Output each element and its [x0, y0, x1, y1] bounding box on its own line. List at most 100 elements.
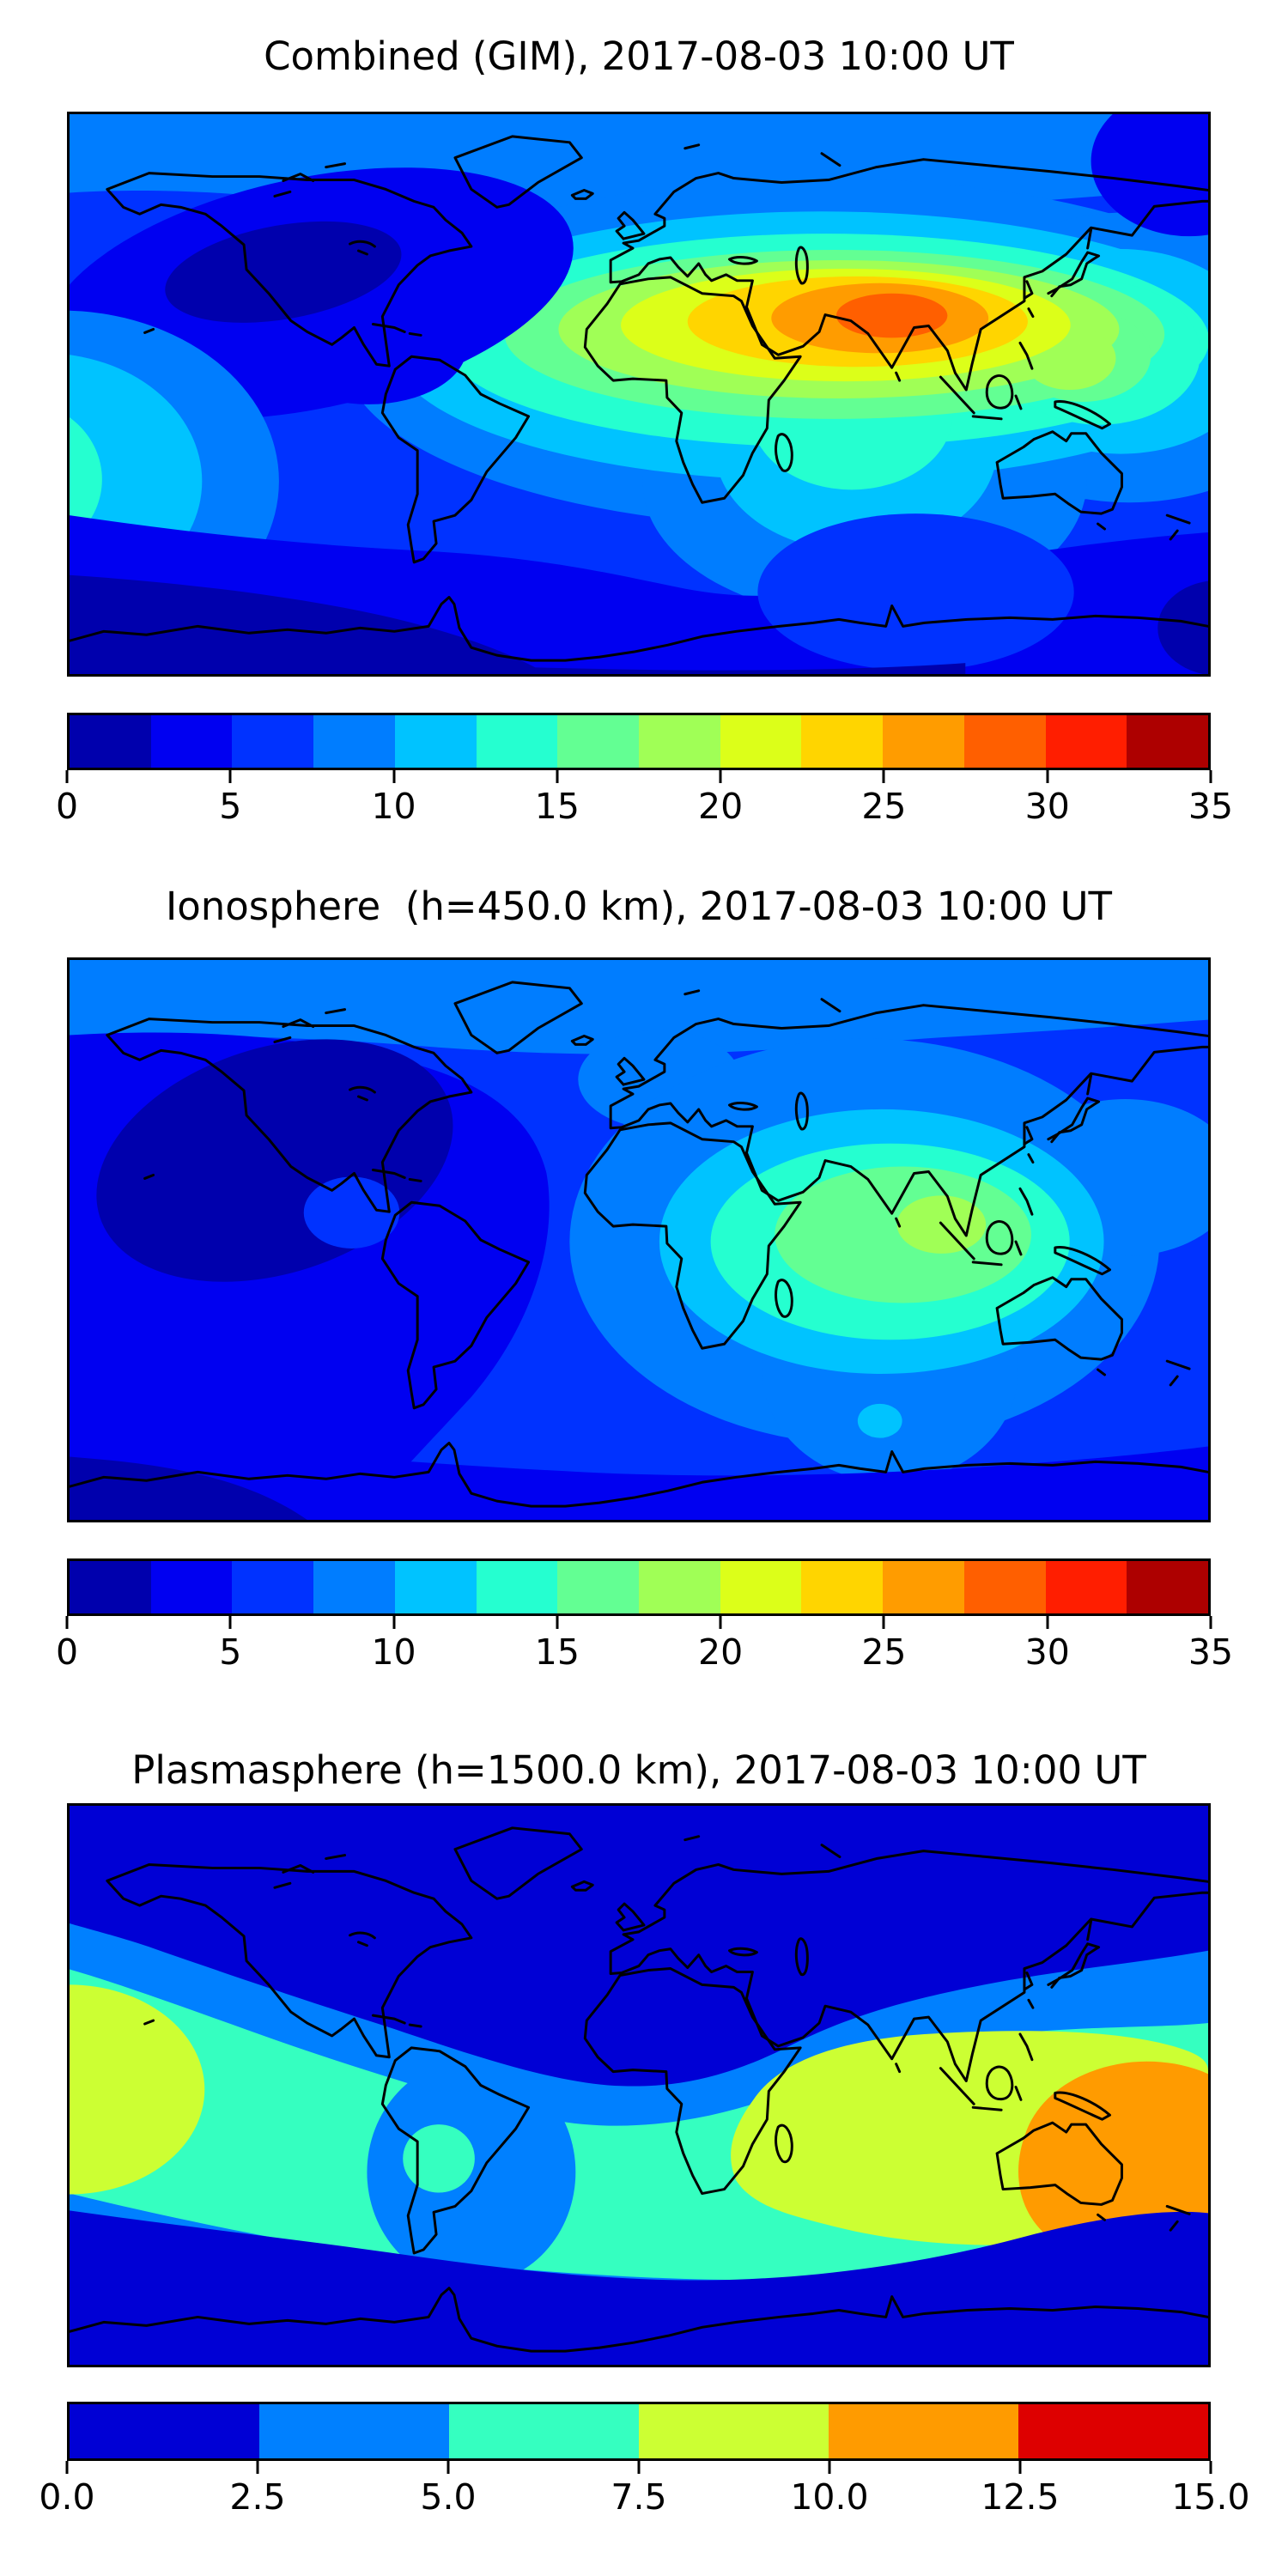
colorbar-segment	[557, 1561, 640, 1613]
colorbar-segment	[449, 2404, 639, 2458]
panel3-map	[67, 1803, 1211, 2367]
colorbar-tick-label: 15.0	[1171, 2476, 1250, 2518]
panel1-map	[67, 112, 1211, 677]
colorbar-segment	[232, 715, 314, 768]
panel1-colorbar-ticks: 0 5 10 15 20 25 30 35	[56, 770, 1233, 830]
colorbar-tick-label: 35	[1188, 786, 1234, 827]
colorbar-tick-label: 20	[698, 786, 744, 827]
panel2-title: Ionosphere (h=450.0 km), 2017-08-03 10:0…	[165, 884, 1113, 929]
colorbar-tick-label: 5.0	[420, 2476, 477, 2518]
colorbar-tick	[828, 2461, 831, 2474]
colorbar-segment	[1045, 715, 1127, 768]
panel2-map	[67, 957, 1211, 1522]
colorbar-tick	[882, 1616, 885, 1629]
colorbar-tick	[556, 1616, 559, 1629]
panel3-colorbar	[67, 2402, 1211, 2461]
colorbar-tick	[392, 1616, 396, 1629]
colorbar-tick	[65, 2461, 69, 2474]
colorbar-tick	[65, 770, 69, 783]
colorbar-tick-label: 15	[534, 786, 580, 827]
colorbar-segment	[70, 715, 151, 768]
colorbar-segment	[883, 1561, 964, 1613]
colorbar-tick-label: 35	[1188, 1631, 1234, 1673]
colorbar-tick-label: 12.5	[981, 2476, 1060, 2518]
colorbar-tick	[1209, 770, 1212, 783]
colorbar-tick-label: 0	[55, 786, 79, 827]
colorbar-tick-label: 20	[698, 1631, 744, 1673]
colorbar-segment	[1127, 715, 1208, 768]
colorbar-segment	[639, 715, 720, 768]
colorbar-tick-label: 15	[534, 1631, 580, 1673]
colorbar-segment	[1018, 2404, 1208, 2458]
panel2-colorbar	[67, 1558, 1211, 1616]
colorbar-tick	[882, 770, 885, 783]
colorbar-tick	[1209, 2461, 1212, 2474]
colorbar-segment	[883, 715, 964, 768]
colorbar-tick	[392, 770, 396, 783]
colorbar-tick	[228, 1616, 232, 1629]
panel3-colorbar-ticks: 0.0 2.5 5.0 7.5 10.0 12.5 15.0	[39, 2461, 1250, 2521]
colorbar-segment	[963, 1561, 1046, 1613]
colorbar-segment	[720, 715, 802, 768]
colorbar-tick-label: 7.5	[611, 2476, 667, 2518]
colorbar-segment	[720, 1561, 802, 1613]
panel3-contour-plot	[70, 1806, 1208, 2365]
colorbar-tick-label: 10.0	[790, 2476, 869, 2518]
colorbar-tick-label: 2.5	[229, 2476, 286, 2518]
panel1-title: Combined (GIM), 2017-08-03 10:00 UT	[264, 33, 1014, 79]
panel3-contour-bands	[70, 1806, 1208, 2365]
panel2-contour-bands	[70, 960, 1208, 1520]
colorbar-segment	[476, 1561, 558, 1613]
colorbar-segment	[313, 1561, 395, 1613]
colorbar-tick-label: 5	[219, 1631, 242, 1673]
colorbar-tick-label: 30	[1024, 786, 1070, 827]
colorbar-tick-label: 0	[55, 1631, 79, 1673]
panel1-contour-plot	[70, 114, 1208, 674]
colorbar-segment	[557, 715, 640, 768]
colorbar-segment	[963, 715, 1046, 768]
colorbar-tick	[719, 770, 722, 783]
colorbar-tick-label: 5	[219, 786, 242, 827]
colorbar-tick-label: 25	[861, 786, 907, 827]
colorbar-segment	[1127, 1561, 1208, 1613]
colorbar-tick	[1018, 2461, 1022, 2474]
colorbar-segment	[801, 1561, 884, 1613]
panel3-title: Plasmasphere (h=1500.0 km), 2017-08-03 1…	[131, 1747, 1146, 1793]
colorbar-tick-label: 25	[861, 1631, 907, 1673]
panel2-colorbar-ticks: 0 5 10 15 20 25 30 35	[56, 1616, 1233, 1676]
colorbar-tick	[1209, 1616, 1212, 1629]
colorbar-tick	[256, 2461, 259, 2474]
colorbar-segment	[394, 1561, 477, 1613]
colorbar-segment	[232, 1561, 314, 1613]
panel1-colorbar	[67, 713, 1211, 770]
colorbar-segment	[70, 1561, 151, 1613]
colorbar-segment	[639, 2404, 829, 2458]
colorbar-segment	[150, 715, 233, 768]
colorbar-tick	[447, 2461, 450, 2474]
colorbar-segment	[150, 1561, 233, 1613]
colorbar-tick	[637, 2461, 641, 2474]
colorbar-segment	[639, 1561, 720, 1613]
colorbar-segment	[394, 715, 477, 768]
colorbar-tick	[65, 1616, 69, 1629]
colorbar-tick	[1046, 770, 1049, 783]
colorbar-tick	[719, 1616, 722, 1629]
panel1-contour-bands	[70, 114, 1208, 674]
colorbar-segment	[476, 715, 558, 768]
colorbar-tick-label: 10	[371, 786, 416, 827]
colorbar-segment	[70, 2404, 259, 2458]
colorbar-tick-label: 10	[371, 1631, 416, 1673]
colorbar-segment	[1045, 1561, 1127, 1613]
colorbar-tick	[556, 770, 559, 783]
colorbar-tick-label: 30	[1024, 1631, 1070, 1673]
colorbar-segment	[801, 715, 884, 768]
panel1-hotspot-core	[835, 293, 948, 338]
panel2-contour-plot	[70, 960, 1208, 1520]
colorbar-tick	[228, 770, 232, 783]
colorbar-segment	[259, 2404, 449, 2458]
colorbar-segment	[313, 715, 395, 768]
colorbar-segment	[829, 2404, 1018, 2458]
colorbar-tick-label: 0.0	[39, 2476, 95, 2518]
colorbar-tick	[1046, 1616, 1049, 1629]
